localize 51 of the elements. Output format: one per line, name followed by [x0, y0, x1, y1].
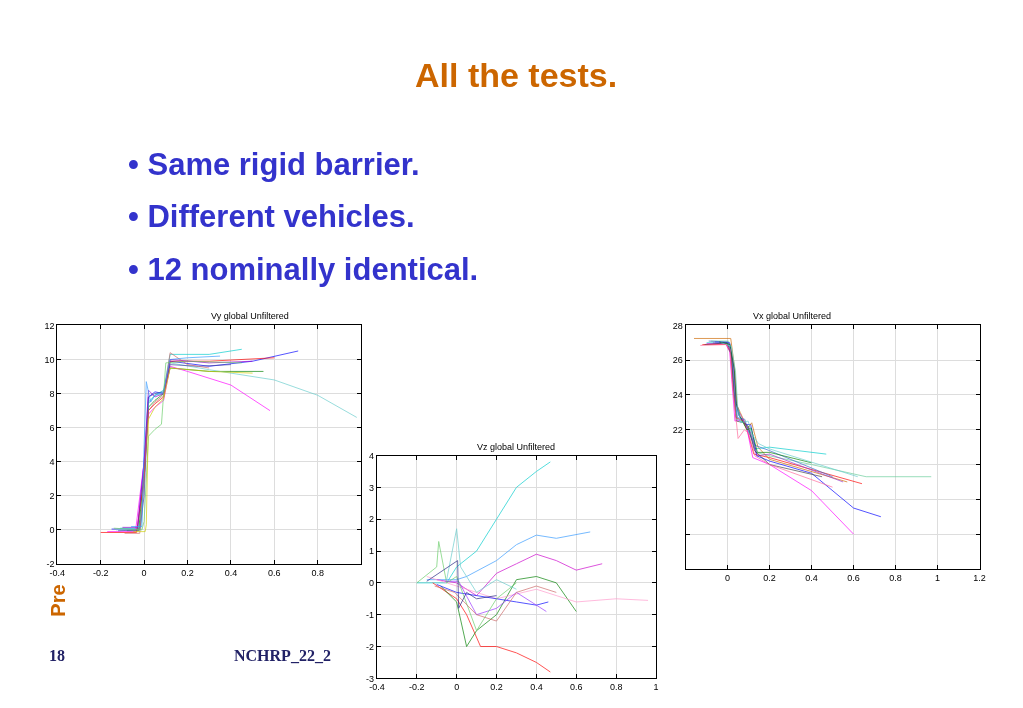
- y-tick-label: 4: [49, 456, 55, 467]
- x-tick-label: 0.4: [224, 567, 238, 578]
- text: 18: [49, 647, 65, 664]
- x-tick-label: 0.8: [311, 567, 324, 578]
- y-tick-label: 10: [44, 354, 55, 365]
- x-tick-label: 0.6: [847, 572, 860, 583]
- y-tick-label: 4: [369, 450, 375, 461]
- y-tick-label: 2: [369, 514, 375, 525]
- y-tick-label: -2: [46, 559, 55, 570]
- x-tick-label: 0: [454, 682, 460, 693]
- text: All the tests.: [415, 56, 618, 94]
- x-tick-label: 0.8: [609, 682, 623, 693]
- y-tick-label: 12: [44, 320, 55, 331]
- y-tick-label: 3: [369, 482, 375, 493]
- y-tick-label: 6: [49, 422, 55, 433]
- x-tick-label: 0.2: [181, 567, 194, 578]
- text: • Different vehicles.: [128, 199, 415, 234]
- x-tick-label: 0.4: [530, 682, 543, 693]
- text: • 12 nominally identical.: [128, 252, 479, 287]
- y-tick-label: 28: [672, 320, 683, 331]
- y-tick-label: -3: [366, 673, 375, 684]
- x-tick-label: -0.4: [49, 567, 66, 578]
- x-tick-label: 0: [141, 567, 147, 578]
- y-tick-label: 2: [49, 490, 55, 501]
- y-tick-label: 1: [369, 546, 375, 557]
- y-tick-label: 0: [49, 525, 55, 536]
- text: • Same rigid barrier.: [128, 147, 420, 182]
- y-tick-label: 22: [672, 424, 683, 435]
- y-tick-label: 8: [49, 388, 55, 399]
- x-tick-label: -0.2: [409, 682, 425, 693]
- x-tick-label: 1: [935, 572, 941, 583]
- text: NCHRP_22_2: [234, 647, 331, 664]
- y-tick-label: 26: [672, 355, 683, 366]
- x-tick-label: 0.6: [570, 682, 583, 693]
- chart-title: Vz global Unfiltered: [477, 442, 556, 452]
- x-tick-label: 0.4: [805, 572, 818, 583]
- x-tick-label: 0.2: [490, 682, 503, 693]
- y-tick-label: 24: [672, 390, 683, 401]
- chart-title: Vx global Unfiltered: [753, 311, 832, 321]
- y-tick-label: -2: [366, 641, 375, 652]
- x-tick-label: 0.8: [889, 572, 902, 583]
- chart-title: Vy global Unfiltered: [211, 311, 289, 321]
- x-tick-label: -0.4: [369, 682, 385, 693]
- x-tick-label: 1: [653, 682, 659, 693]
- x-tick-label: 0.2: [763, 572, 776, 583]
- text: Pre: [47, 584, 70, 617]
- x-tick-label: 0: [725, 572, 731, 583]
- y-tick-label: -1: [366, 609, 375, 620]
- x-tick-label: -0.2: [92, 567, 109, 578]
- x-tick-label: 1.2: [973, 572, 986, 583]
- x-tick-label: 0.6: [268, 567, 281, 578]
